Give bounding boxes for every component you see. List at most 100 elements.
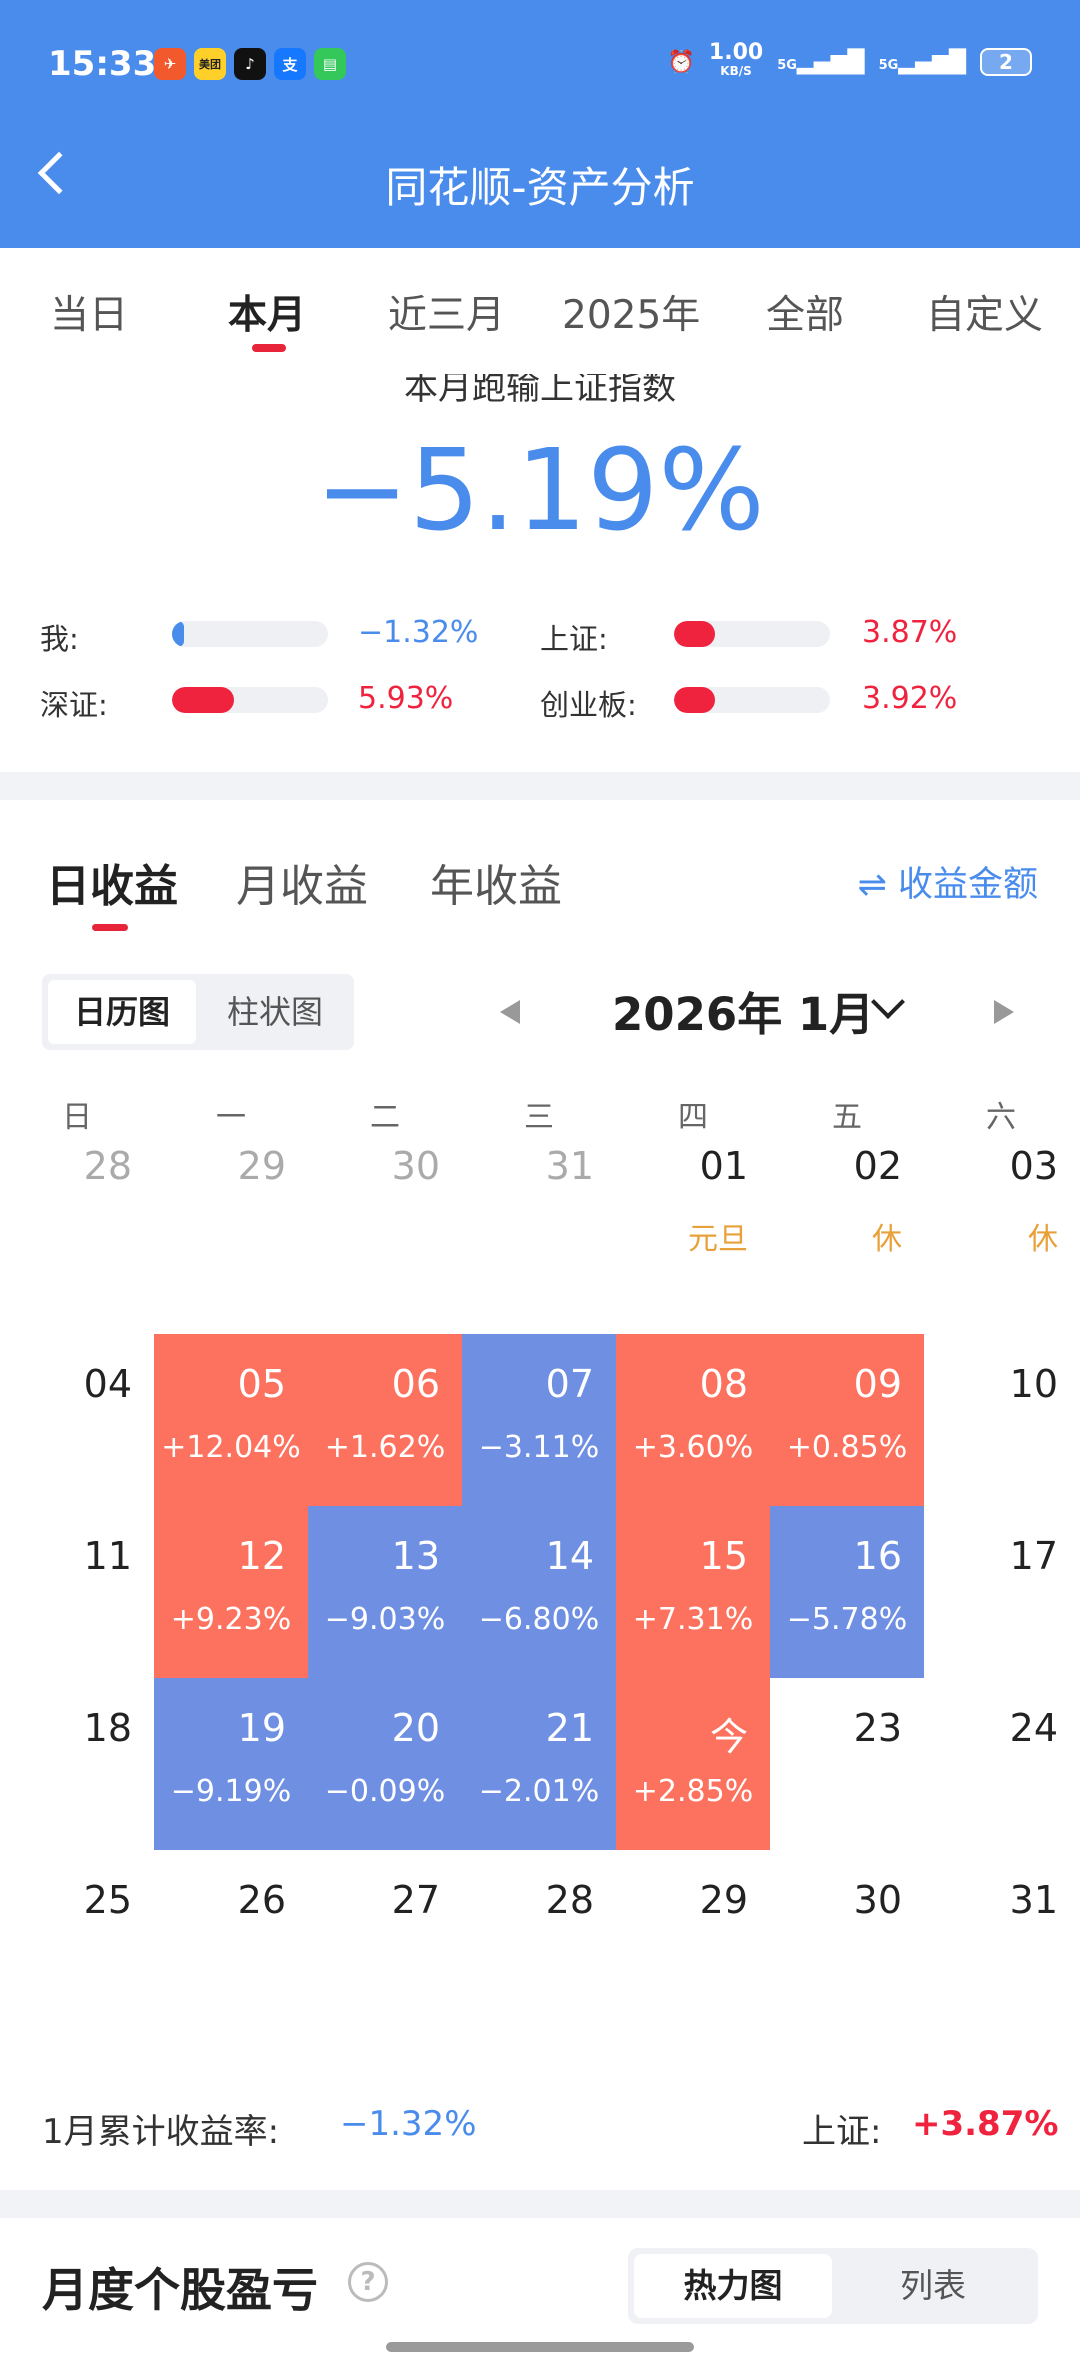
home-indicator[interactable]: [386, 2342, 694, 2352]
next-month-icon[interactable]: [994, 1000, 1014, 1024]
tab-custom[interactable]: 自定义: [926, 293, 1044, 338]
day-return: −0.09%: [324, 1774, 446, 1809]
view-toggle: 日历图 柱状图: [42, 974, 354, 1050]
calendar-day[interactable]: 04: [0, 1334, 154, 1506]
profit-amount-toggle[interactable]: ⇌ 收益金额: [857, 865, 1038, 905]
day-return: −3.11%: [478, 1430, 600, 1465]
calendar-day[interactable]: 28: [462, 1850, 616, 2022]
holiday-label: 休: [872, 1222, 902, 1257]
calendar-day[interactable]: 17: [926, 1506, 1080, 1678]
calendar-day[interactable]: 06 +1.62%: [308, 1334, 462, 1506]
calendar-day[interactable]: 14 −6.80%: [462, 1506, 616, 1678]
chevron-down-icon[interactable]: [871, 985, 905, 1019]
tab-this-month[interactable]: 本月: [228, 293, 307, 338]
tab-all[interactable]: 全部: [766, 293, 845, 338]
cum-value: −1.32%: [340, 2104, 477, 2144]
meituan-icon: 美团: [194, 48, 226, 80]
battery-icon: 2: [980, 48, 1032, 76]
tab-monthly-profit[interactable]: 月收益: [236, 861, 368, 912]
day-number: 10: [1009, 1362, 1058, 1406]
day-number: 08: [699, 1362, 748, 1406]
sh-bar: [674, 621, 830, 647]
calendar-day[interactable]: 26: [154, 1850, 308, 2022]
tab-2025[interactable]: 2025年: [562, 293, 701, 338]
calendar-day[interactable]: 24: [926, 1678, 1080, 1850]
monthly-stock-card: 月度个股盈亏 ? 热力图 列表: [0, 2218, 1080, 2376]
calendar-day[interactable]: 20 −0.09%: [308, 1678, 462, 1850]
day-return: −2.01%: [478, 1774, 600, 1809]
prev-month-icon[interactable]: [500, 1000, 520, 1024]
day-number: 27: [391, 1878, 440, 1922]
view-calendar[interactable]: 日历图: [48, 980, 196, 1044]
day-number: 30: [391, 1144, 440, 1188]
tab-three-months[interactable]: 近三月: [388, 293, 506, 338]
calendar-day[interactable]: 10: [926, 1334, 1080, 1506]
tab-today[interactable]: 当日: [50, 293, 129, 338]
top-bar: 15:33 ✈ 美团 ♪ 支 ▤ ⏰ 1.00 KB/S 5G▂▄▆█ 5G▂▄▆█ 2…: [0, 0, 1080, 248]
sh-compare-label: 上证:: [802, 2112, 882, 2152]
day-number: 03: [1009, 1144, 1058, 1188]
day-number: 19: [237, 1706, 286, 1750]
calendar-day[interactable]: 03 休: [926, 1140, 1080, 1312]
tab-yearly-profit[interactable]: 年收益: [430, 861, 562, 912]
day-number: 28: [545, 1878, 594, 1922]
calendar-day[interactable]: 31: [926, 1850, 1080, 2022]
calendar-day[interactable]: 25: [0, 1850, 154, 2022]
calendar-day[interactable]: 07 −3.11%: [462, 1334, 616, 1506]
day-number: 26: [237, 1878, 286, 1922]
monthly-view-toggle: 热力图 列表: [628, 2248, 1038, 2324]
calendar-day[interactable]: 28: [0, 1140, 154, 1312]
calendar-day[interactable]: 30: [770, 1850, 924, 2022]
day-number: 24: [1009, 1706, 1058, 1750]
day-number: 31: [545, 1144, 594, 1188]
calendar-day[interactable]: 15 +7.31%: [616, 1506, 770, 1678]
sh-compare-value: +3.87%: [912, 2104, 1059, 2144]
net-speed-unit: KB/S: [720, 64, 752, 78]
calendar-day[interactable]: 今 +2.85%: [616, 1678, 770, 1850]
signal-label: 5G: [777, 57, 797, 73]
month-selector[interactable]: 2026年 1月: [612, 988, 875, 1041]
view-list[interactable]: 列表: [900, 2266, 966, 2305]
notification-icons: ✈ 美团 ♪ 支 ▤: [154, 48, 346, 80]
view-heatmap[interactable]: 热力图: [634, 2254, 832, 2318]
day-number: 12: [237, 1534, 286, 1578]
status-time: 15:33: [48, 44, 157, 84]
calendar-day[interactable]: 23: [770, 1678, 924, 1850]
calendar-day[interactable]: 12 +9.23%: [154, 1506, 308, 1678]
signal-label-2: 5G: [878, 57, 899, 73]
view-bar[interactable]: 柱状图: [226, 993, 323, 1031]
sz-label: 深证:: [40, 688, 108, 722]
profit-card: 日收益 月收益 年收益 ⇌ 收益金额 日历图 柱状图 2026年 1月 日 一 二 三…: [0, 800, 1080, 2190]
calendar-day[interactable]: 11: [0, 1506, 154, 1678]
calendar-day[interactable]: 21 −2.01%: [462, 1678, 616, 1850]
calendar-day[interactable]: 16 −5.78%: [770, 1506, 924, 1678]
calendar-day[interactable]: 18: [0, 1678, 154, 1850]
summary-value: −5.19%: [315, 426, 765, 556]
day-number: 04: [83, 1362, 132, 1406]
help-icon[interactable]: ?: [348, 2262, 388, 2302]
cyb-label: 创业板:: [540, 688, 637, 722]
monthly-stock-title: 月度个股盈亏: [42, 2263, 318, 2317]
calendar-day[interactable]: 13 −9.03%: [308, 1506, 462, 1678]
calendar-day[interactable]: 02 休: [770, 1140, 924, 1312]
calendar-day[interactable]: 05 +12.04%: [154, 1334, 308, 1506]
period-tabs: 当日 本月 近三月 2025年 全部 自定义: [0, 248, 1080, 374]
calendar-day[interactable]: 01 元旦: [616, 1140, 770, 1312]
day-return: −9.03%: [324, 1602, 446, 1637]
day-number: 05: [237, 1362, 286, 1406]
calendar-day[interactable]: 19 −9.19%: [154, 1678, 308, 1850]
day-return: +7.31%: [632, 1602, 754, 1637]
day-number: 21: [545, 1706, 594, 1750]
calendar-day[interactable]: 09 +0.85%: [770, 1334, 924, 1506]
calendar-day[interactable]: 08 +3.60%: [616, 1334, 770, 1506]
messages-icon: ▤: [314, 48, 346, 80]
day-number: 07: [545, 1362, 594, 1406]
day-number: 今: [709, 1715, 748, 1759]
calendar-day[interactable]: 29: [154, 1140, 308, 1312]
tab-daily-profit[interactable]: 日收益: [46, 861, 178, 912]
calendar-day[interactable]: 29: [616, 1850, 770, 2022]
calendar-day[interactable]: 27: [308, 1850, 462, 2022]
calendar-day[interactable]: 31: [462, 1140, 616, 1312]
cyb-pct: 3.92%: [862, 681, 958, 716]
calendar-day[interactable]: 30: [308, 1140, 462, 1312]
